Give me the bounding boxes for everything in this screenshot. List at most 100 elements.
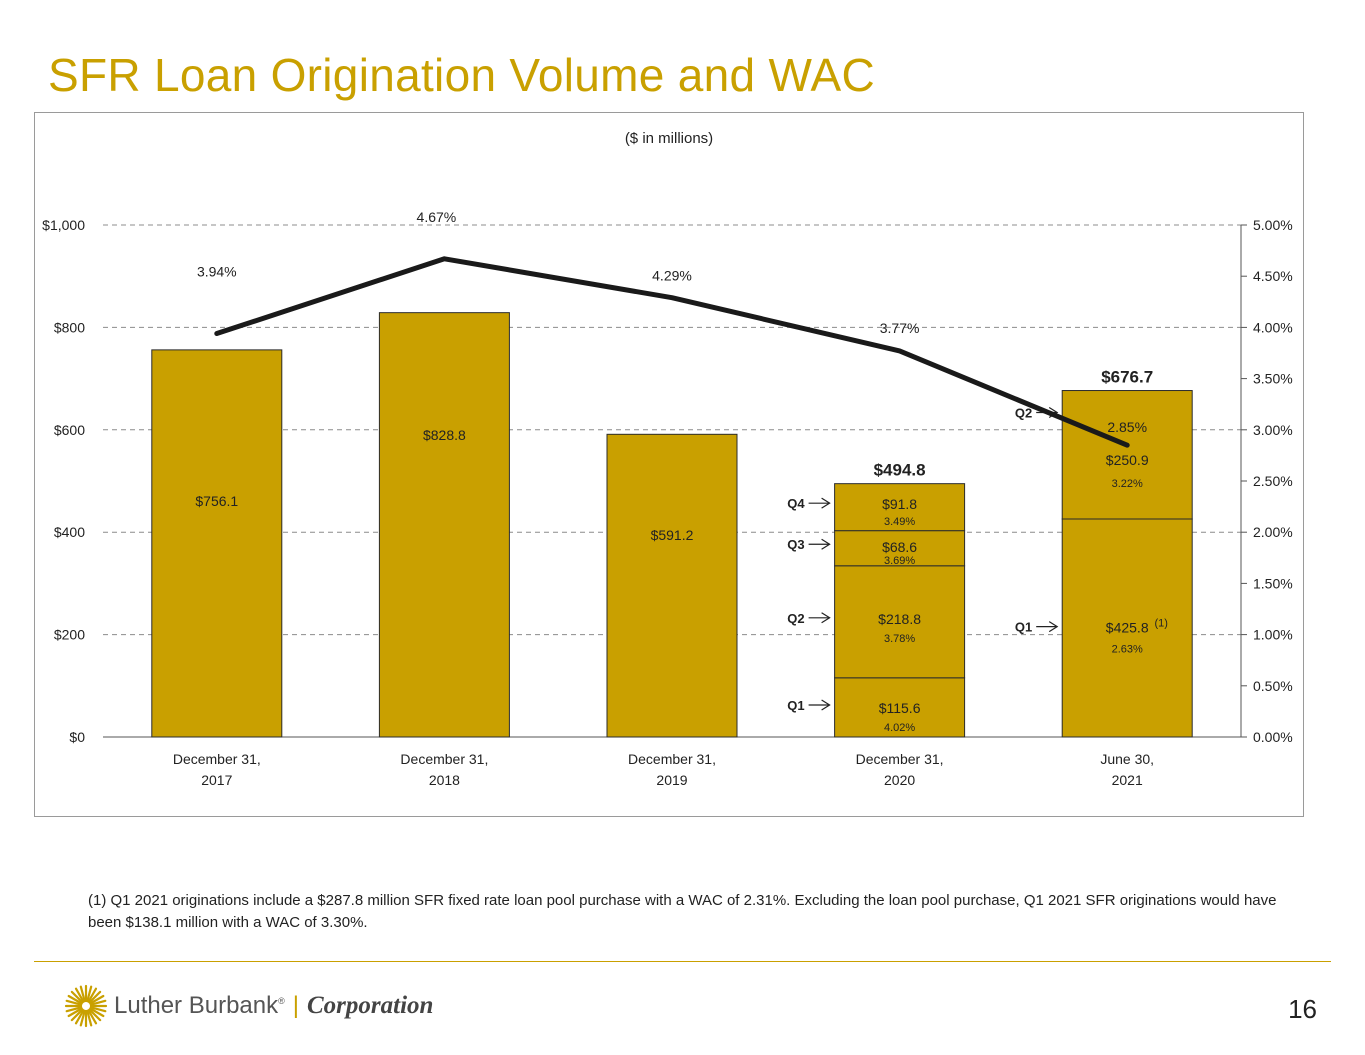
wac-label: 3.94% [197, 264, 237, 280]
logo-name: Luther Burbank® [114, 992, 285, 1019]
sunburst-ray [87, 987, 98, 1003]
chart-subtitle: ($ in millions) [625, 130, 713, 147]
sunburst-icon [64, 984, 108, 1028]
y-right-tick-label: 3.00% [1253, 422, 1293, 438]
sunburst-ray [86, 985, 93, 1003]
sunburst-ray [79, 1009, 86, 1027]
x-tick-label: 2020 [884, 772, 915, 788]
segment-value-label: $91.8 [882, 496, 917, 512]
bar-segment [1061, 518, 1193, 738]
segment-wac-label: 2.63% [1112, 644, 1143, 656]
quarter-label: Q4 [787, 496, 805, 511]
quarter-label: Q1 [1015, 620, 1032, 635]
chart-frame: ($ in millions) $0 $200 $400 $600 $800 $1,000 0… [34, 112, 1304, 817]
logo-suffix: Corporation [306, 992, 434, 1019]
bar-total-label: $494.8 [874, 461, 926, 480]
y-left-tick-label: $600 [54, 422, 85, 438]
y-right-tick-label: 2.50% [1253, 473, 1293, 489]
sunburst-ray [74, 987, 85, 1003]
quarter-label: Q2 [1015, 406, 1032, 421]
sunburst-ray [65, 999, 83, 1006]
quarter-label: Q2 [787, 611, 804, 626]
wac-label: 4.67% [417, 209, 457, 225]
sunburst-ray [79, 985, 86, 1003]
y-right-tick-label: 4.50% [1253, 268, 1293, 284]
bar-value-label: $591.2 [651, 527, 694, 543]
segment-value-label: $218.8 [878, 611, 921, 627]
divider [34, 961, 1331, 962]
bar-total-label: $676.7 [1101, 368, 1153, 387]
sunburst-ray [89, 1006, 107, 1013]
segment-wac-label: 3.78% [884, 633, 915, 645]
y-right-tick-label: 1.50% [1253, 575, 1293, 591]
segment-value-label: $68.6 [882, 539, 917, 555]
y-left-tick-label: $400 [54, 524, 85, 540]
segment-value-label: $425.8 [1106, 620, 1149, 636]
footnote-reference: (1) [1154, 618, 1167, 630]
y-right-tick-label: 5.00% [1253, 217, 1293, 233]
footnote: (1) Q1 2021 originations include a $287.… [88, 892, 1277, 931]
sunburst-ray [88, 1008, 102, 1022]
sunburst-ray [67, 1007, 83, 1018]
sunburst-ray [70, 990, 84, 1004]
bar-segment [834, 483, 966, 532]
x-tick-label: 2021 [1112, 772, 1143, 788]
sunburst-ray [65, 1006, 83, 1013]
y-left-tick-label: $1,000 [42, 217, 85, 233]
sunburst-ray [89, 994, 105, 1005]
bar-segment [1061, 390, 1193, 520]
bar [378, 312, 510, 738]
bar-value-label: $828.8 [423, 427, 466, 443]
x-tick-label: June 30, [1100, 751, 1154, 767]
y-right-tick-label: 1.00% [1253, 627, 1293, 643]
x-tick-label: 2018 [429, 772, 460, 788]
sunburst-ray [86, 1009, 93, 1027]
segment-wac-label: 4.02% [884, 722, 915, 734]
y-left-tick-label: $200 [54, 627, 85, 643]
x-tick-label: December 31, [173, 751, 261, 767]
bar [151, 349, 283, 738]
pointer-arrow-head [821, 497, 831, 509]
segment-value-label: $115.6 [879, 700, 921, 716]
segment-wac-label: 3.22% [1112, 478, 1143, 490]
logo-separator: | [292, 992, 299, 1019]
y-left-tick-label: $0 [69, 729, 85, 745]
wac-label: 2.85% [1107, 419, 1147, 435]
pointer-arrow-head [821, 538, 831, 550]
sunburst-ray [74, 1009, 85, 1025]
page-number: 16 [1288, 994, 1317, 1024]
bar-segment [834, 530, 966, 567]
sunburst-ray [89, 999, 107, 1006]
quarter-label: Q3 [787, 537, 804, 552]
company-logo: Luther Burbank® | Corporation [64, 984, 433, 1028]
x-tick-label: December 31, [628, 751, 716, 767]
y-left-tick-label: $800 [54, 319, 85, 335]
y-right-tick-label: 3.50% [1253, 371, 1293, 387]
bar-value-label: $756.1 [195, 493, 238, 509]
wac-line [214, 256, 1130, 448]
segment-wac-label: 3.49% [884, 516, 915, 528]
segment-value-label: $250.9 [1106, 452, 1149, 468]
bar-segment [834, 565, 966, 679]
x-tick-label: 2019 [656, 772, 687, 788]
sunburst-ray [87, 1009, 98, 1025]
pointer-arrow-head [821, 699, 831, 711]
sunburst-ray [89, 1007, 105, 1018]
x-tick-label: 2017 [201, 772, 232, 788]
pointer-arrow-head [1048, 621, 1059, 633]
y-right-tick-label: 4.00% [1253, 319, 1293, 335]
x-tick-label: December 31, [856, 751, 944, 767]
page-title: SFR Loan Origination Volume and WAC [48, 49, 875, 101]
sunburst-ray [67, 994, 83, 1005]
wac-label: 3.77% [880, 320, 920, 336]
y-right-tick-label: 0.50% [1253, 678, 1293, 694]
segment-wac-label: 3.69% [884, 555, 915, 567]
pointer-arrow-head [821, 612, 831, 624]
wac-label: 4.29% [652, 268, 692, 284]
bar [606, 433, 738, 738]
x-tick-label: December 31, [400, 751, 488, 767]
sunburst-ray [88, 990, 102, 1004]
chart-svg: ($ in millions) $0 $200 $400 $600 $800 $1,000 0… [42, 130, 1293, 788]
quarter-label: Q1 [787, 698, 804, 713]
sunburst-ray [70, 1008, 84, 1022]
